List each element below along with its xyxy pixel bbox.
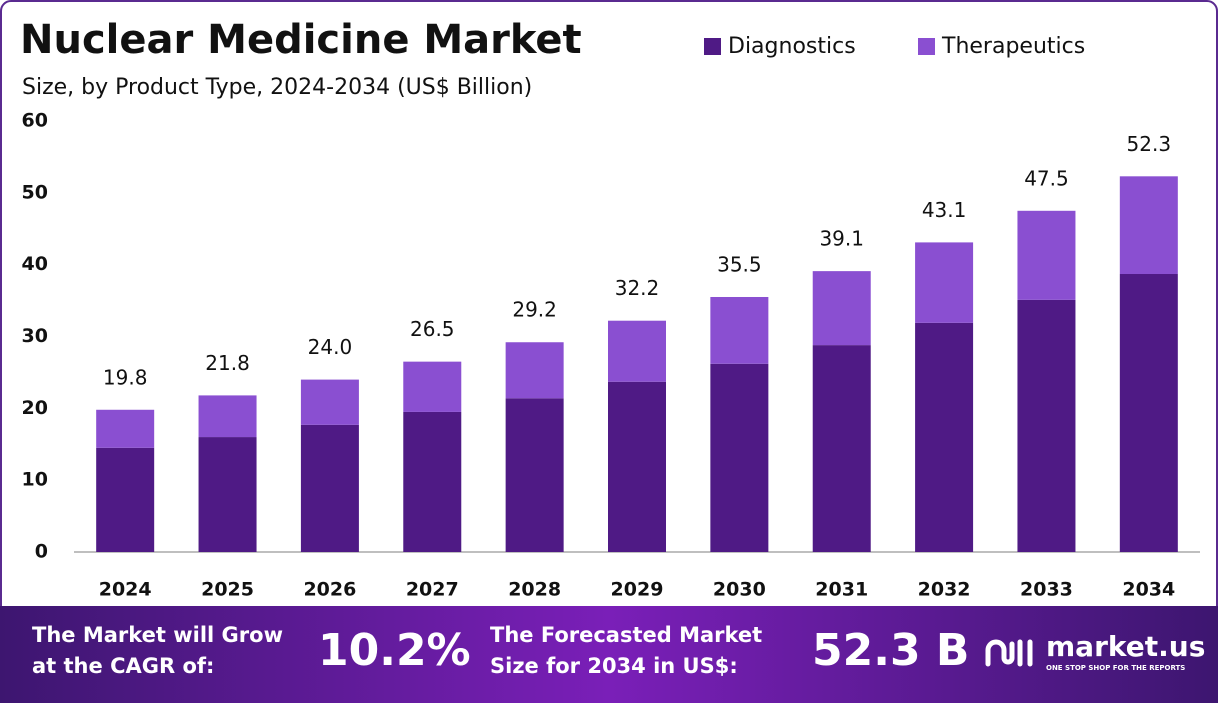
chart-title: Nuclear Medicine Market xyxy=(20,17,582,63)
x-tick-label: 2031 xyxy=(815,579,868,601)
brand: market.us xyxy=(1046,630,1205,663)
x-tick-label: 2030 xyxy=(713,579,766,601)
forecast-value: 52.3 B xyxy=(812,625,969,676)
bar-segment xyxy=(915,322,974,552)
y-tick-label: 10 xyxy=(22,469,48,491)
total-label: 47.5 xyxy=(1024,166,1069,190)
bar-segment xyxy=(1017,299,1076,552)
total-label: 52.3 xyxy=(1127,132,1172,156)
total-label: 26.5 xyxy=(410,317,455,341)
x-tick-label: 2026 xyxy=(303,579,356,601)
bar-segment xyxy=(403,411,462,552)
x-tick-label: 2029 xyxy=(611,579,664,601)
cagr-text: at the CAGR of: xyxy=(32,654,214,678)
bar-segment xyxy=(608,320,666,382)
legend-swatch xyxy=(918,38,935,55)
total-label: 32.2 xyxy=(615,276,660,300)
cagr-text: The Market will Grow xyxy=(32,623,283,647)
legend-label: Diagnostics xyxy=(728,34,856,59)
total-label: 29.2 xyxy=(512,298,557,322)
legend-swatch xyxy=(704,38,721,55)
total-label: 43.1 xyxy=(922,198,967,222)
total-label: 21.8 xyxy=(205,351,250,375)
bar-segment xyxy=(300,424,359,552)
footer-band xyxy=(0,606,1218,703)
x-tick-label: 2028 xyxy=(508,579,561,601)
y-tick-label: 60 xyxy=(22,110,48,132)
y-tick-label: 20 xyxy=(22,397,48,419)
cagr-value: 10.2% xyxy=(318,625,471,676)
brand-logo xyxy=(985,639,1033,667)
bar-segment xyxy=(1119,176,1178,275)
y-tick-label: 0 xyxy=(35,541,48,563)
bar-segment xyxy=(608,381,666,552)
chart-subtitle: Size, by Product Type, 2024-2034 (US$ Bi… xyxy=(22,75,532,100)
bar-segment xyxy=(403,361,462,412)
bar-segment xyxy=(915,242,974,323)
bar-segment xyxy=(812,271,871,346)
bar-segment xyxy=(710,296,769,364)
bar-segment xyxy=(198,395,257,438)
x-tick-label: 2032 xyxy=(918,579,971,601)
x-tick-label: 2033 xyxy=(1020,579,1073,601)
y-tick-label: 30 xyxy=(22,325,48,347)
forecast-text: Size for 2034 in US$: xyxy=(490,654,738,678)
x-tick-label: 2027 xyxy=(406,579,459,601)
bar-segment xyxy=(96,447,155,552)
x-tick-label: 2025 xyxy=(201,579,254,601)
y-tick-label: 50 xyxy=(22,181,48,203)
bar-segment xyxy=(96,409,155,448)
legend-label: Therapeutics xyxy=(941,34,1085,59)
bar-segment xyxy=(710,363,769,552)
total-label: 39.1 xyxy=(819,227,864,251)
y-tick-label: 40 xyxy=(22,253,48,275)
bar-segment xyxy=(505,342,564,399)
total-label: 24.0 xyxy=(308,335,353,359)
bar-segment xyxy=(300,379,359,425)
x-tick-label: 2024 xyxy=(99,579,152,601)
bar-segment xyxy=(198,437,257,552)
bar-segment xyxy=(1119,274,1178,552)
forecast-text: The Forecasted Market xyxy=(490,623,762,647)
total-label: 35.5 xyxy=(717,252,762,276)
x-tick-label: 2034 xyxy=(1122,579,1175,601)
tagline: ONE STOP SHOP FOR THE REPORTS xyxy=(1046,664,1185,672)
total-label: 19.8 xyxy=(103,365,148,389)
bar-segment xyxy=(1017,210,1076,300)
bar-segment xyxy=(812,345,871,552)
bar-segment xyxy=(505,398,564,552)
